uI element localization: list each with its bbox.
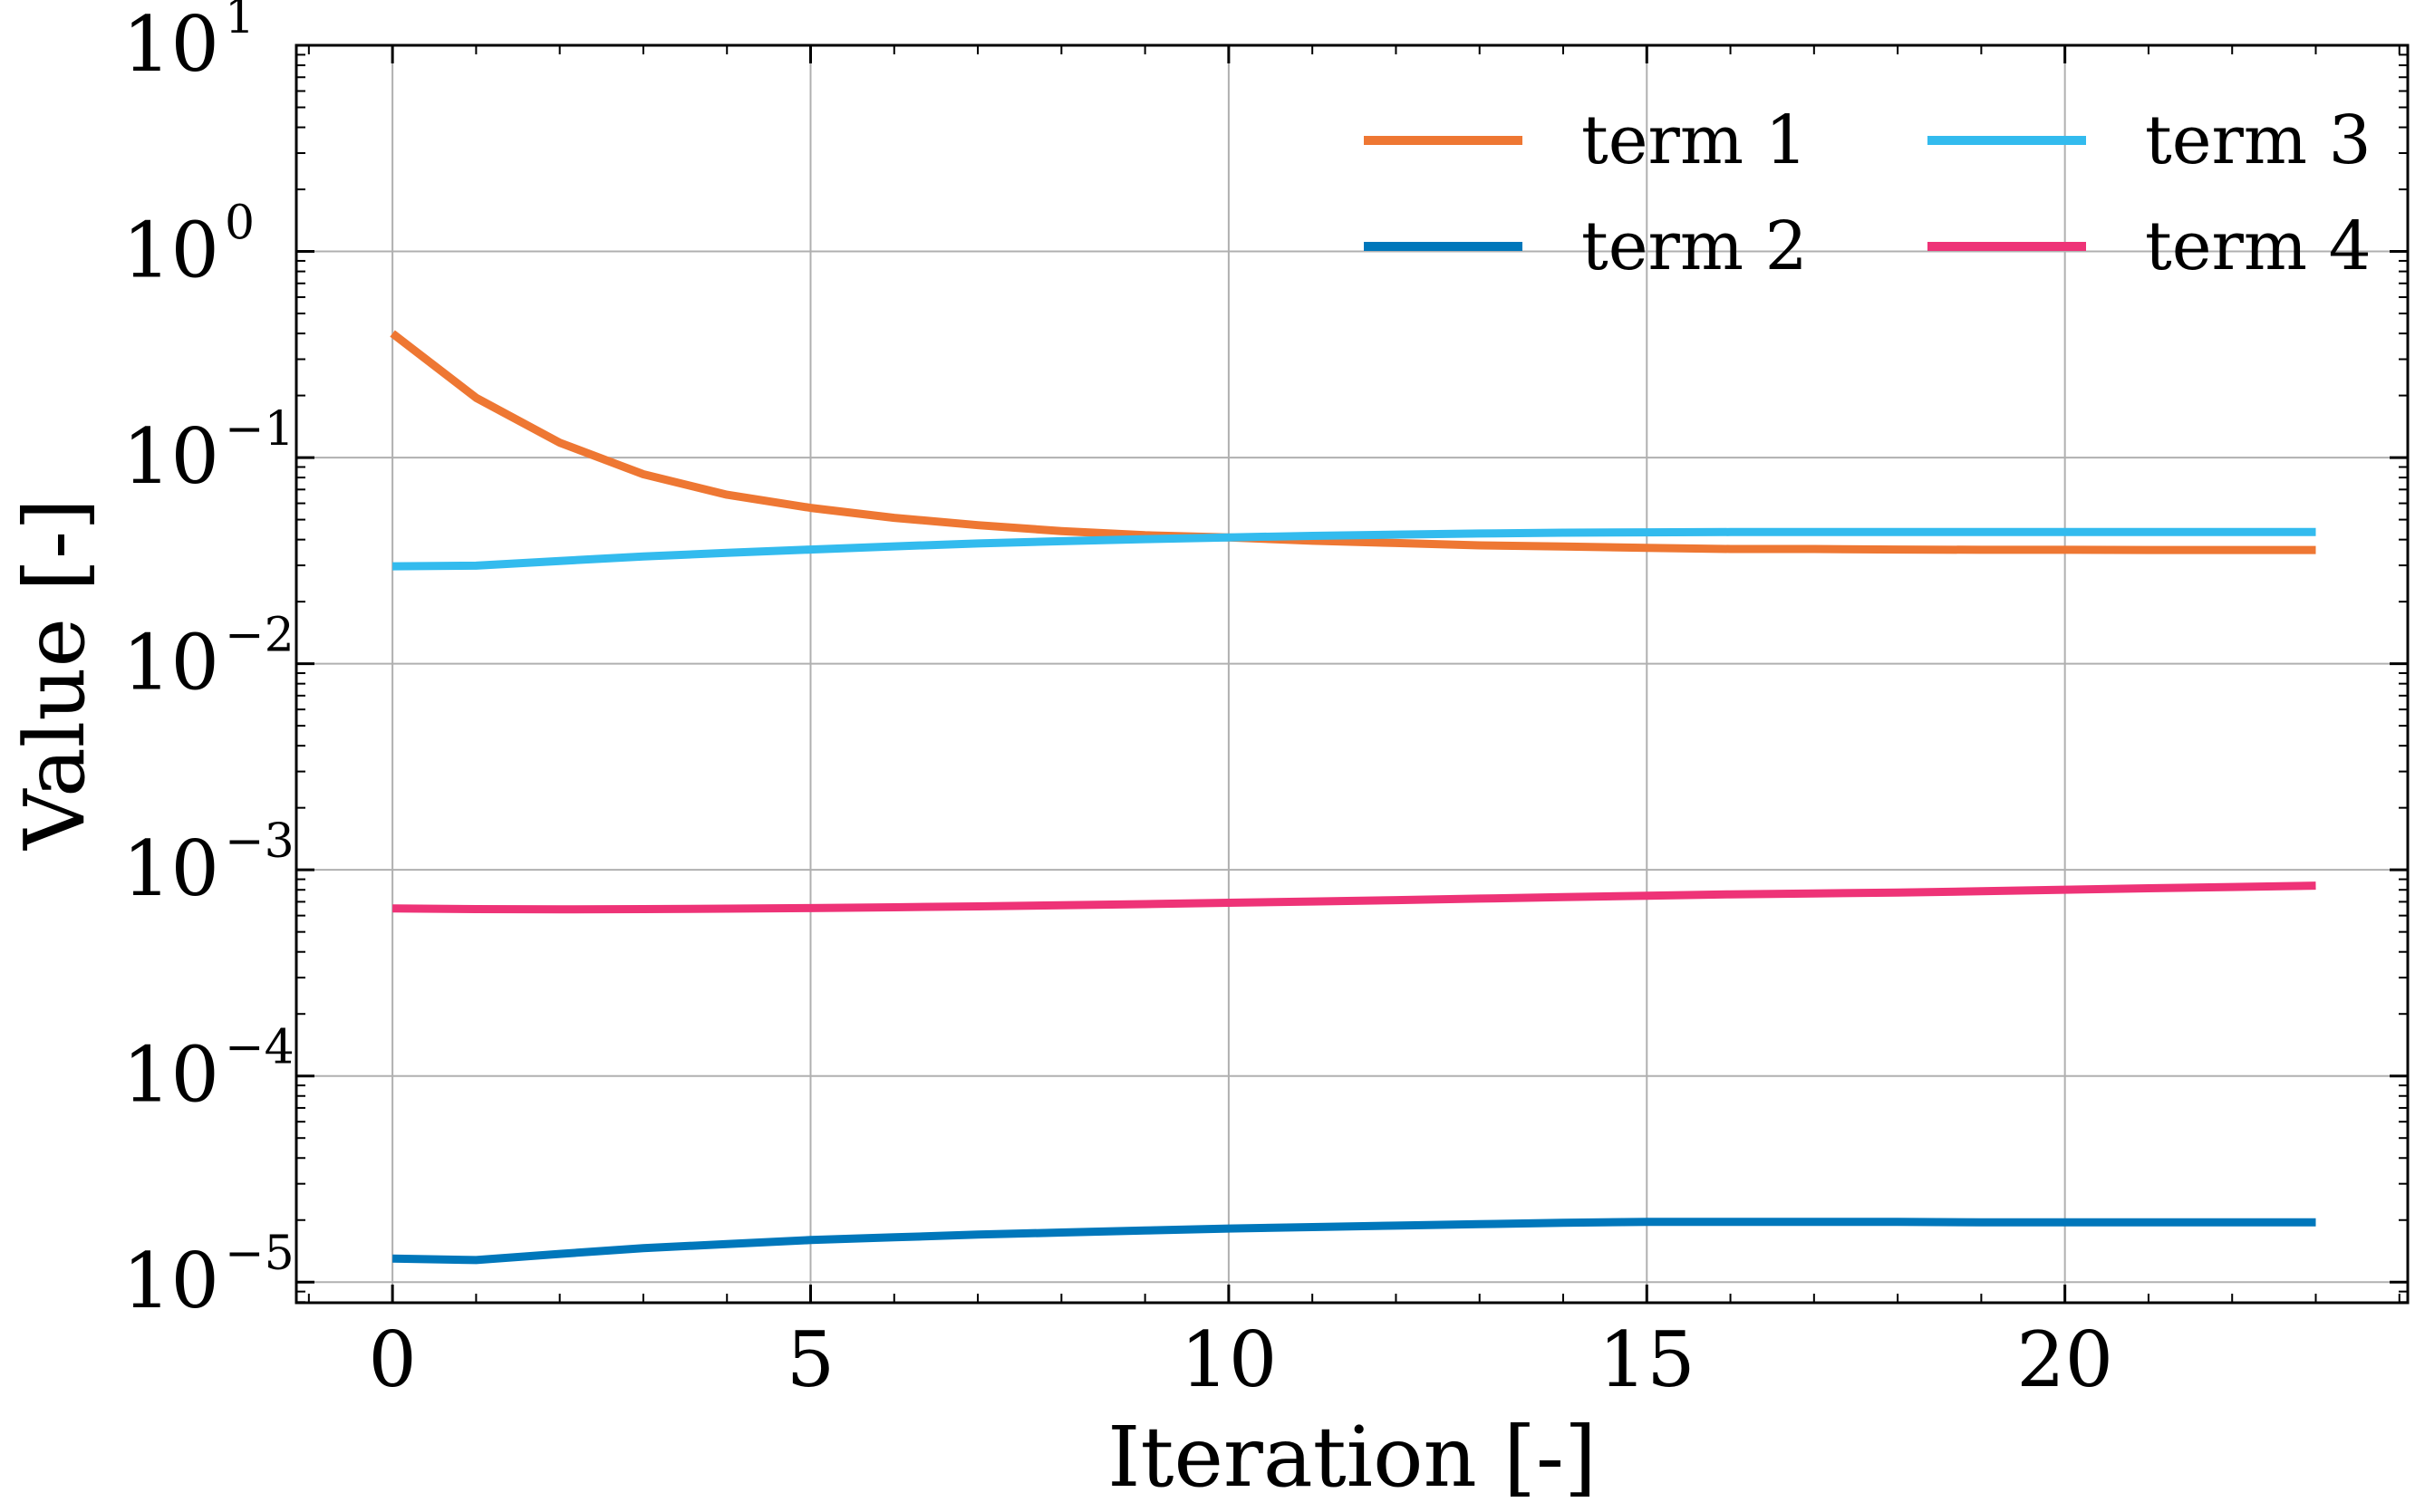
y-tick-label-base: 10 [122, 1031, 219, 1120]
y-tick-label-base: 10 [122, 0, 219, 89]
y-tick-label-base: 10 [122, 412, 219, 501]
x-tick-labels: 0 5 10 15 20 [368, 1315, 2113, 1404]
axis-ticks [296, 43, 2408, 1304]
x-tick-label: 15 [1599, 1315, 1695, 1404]
y-axis-title: Value [-] [6, 498, 103, 851]
series-line [392, 1218, 2316, 1265]
x-tick-label: 5 [787, 1315, 835, 1404]
grid [296, 44, 2408, 1303]
legend-label: term 4 [2145, 207, 2372, 285]
y-tick-label-base: 10 [122, 207, 219, 295]
y-tick-label-base: 10 [122, 824, 219, 913]
y-tick-label-exponent: −4 [225, 1021, 295, 1075]
legend-label: term 3 [2145, 101, 2372, 179]
series-line [392, 881, 2316, 914]
x-tick-label: 0 [368, 1315, 416, 1404]
plot-frame [295, 43, 2410, 1305]
x-tick-label: 10 [1180, 1315, 1277, 1404]
y-tick-label-exponent: −5 [225, 1227, 295, 1281]
x-axis-title: Iteration [-] [1107, 1409, 1597, 1506]
y-tick-label-exponent: −2 [225, 609, 295, 663]
series-line [390, 330, 2316, 554]
y-tick-label-exponent: −1 [225, 402, 295, 457]
y-tick-label-base: 10 [122, 1237, 219, 1325]
legend-label: term 2 [1581, 207, 1808, 285]
y-tick-label-exponent: 1 [225, 0, 255, 44]
series-lines [390, 330, 2316, 1265]
legend: term 1 term 2 term 3 term 4 [1364, 101, 2372, 285]
x-tick-label: 20 [2016, 1315, 2113, 1404]
y-tick-label-base: 10 [122, 619, 219, 708]
y-tick-label-exponent: −3 [225, 814, 295, 869]
legend-label: term 1 [1581, 101, 1808, 179]
y-tick-label-exponent: 0 [225, 197, 255, 251]
series-line [392, 527, 2316, 571]
